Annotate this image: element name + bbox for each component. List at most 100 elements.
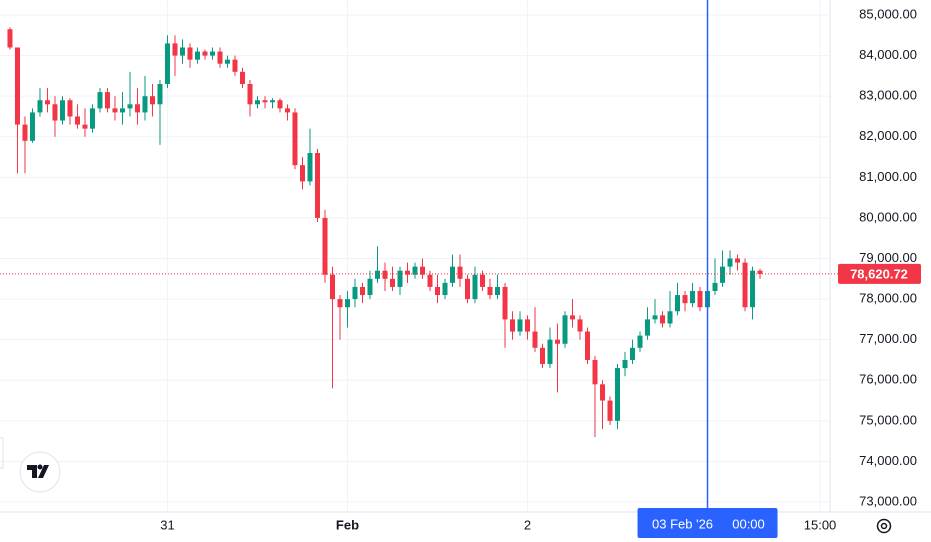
settings-icon[interactable] [876,518,892,534]
candle-body [307,152,313,182]
y-tick-label: 73,000.00 [859,493,917,508]
candle-body [239,71,245,85]
candle-body [359,286,365,296]
candle-body [404,270,410,275]
candle-body [412,266,418,275]
candle-body [52,104,58,121]
candle-body [570,315,576,320]
candle-body [382,270,388,279]
candle-body [622,359,628,369]
candle-body [630,347,636,360]
gear-center[interactable] [880,522,888,530]
candle-body [104,92,110,109]
panel-edge [0,437,4,469]
candle-body [592,359,598,385]
x-tick-label: 15:00 [804,517,837,532]
candle-body [562,315,568,344]
candle-body [720,266,726,283]
y-tick-label: 84,000.00 [859,47,917,62]
crosshair-time: 00:00 [732,516,765,531]
candle-body [727,258,733,267]
x-tick-label: Feb [336,517,359,532]
candle-body [164,43,170,85]
gear-ring[interactable] [876,518,892,534]
candle-body [374,270,380,279]
candle-body [495,286,501,296]
candle-body [344,299,350,308]
candle-body [757,270,763,274]
candle-body [217,51,223,64]
candle-body [615,368,621,421]
candle-body [517,319,523,332]
candle-body [134,104,140,113]
candle-body [600,384,606,401]
candle-body [194,51,200,60]
candle-body [712,282,718,291]
y-tick-label: 85,000.00 [859,6,917,21]
y-tick-label: 76,000.00 [859,372,917,387]
logo-dot[interactable] [37,464,43,470]
candle-body [435,286,441,296]
candle-body [427,274,433,287]
crosshair-label-box [637,508,778,538]
candle-body [465,278,471,300]
logo-mark[interactable] [27,465,49,478]
candle-body [675,295,681,312]
candle-body [149,96,155,105]
candle-body [645,319,651,336]
candle-body [389,278,395,287]
candle-body [487,286,493,296]
candle-body [367,278,373,296]
candle-body [502,286,508,320]
candle-body [119,108,125,113]
y-tick-label: 75,000.00 [859,412,917,427]
candle-body [14,47,20,125]
candle-body [750,270,756,308]
price-label: 78,620.72 [850,266,908,281]
candle-body [277,100,283,109]
candle-body [254,100,260,105]
candle-body [299,165,305,182]
candle-body [420,266,426,275]
candle-body [97,92,103,109]
candle-body [532,331,538,348]
candle-body [652,315,658,320]
candle-body [292,112,298,166]
candle-body [269,100,275,103]
candle-body [179,47,185,56]
candle-body [397,270,403,287]
y-tick-label: 82,000.00 [859,128,917,143]
y-tick-label: 81,000.00 [859,169,917,184]
candle-body [510,319,516,332]
candle-body [690,290,696,304]
candle-body [547,339,553,365]
candle-body [682,295,688,304]
candle-body [607,400,613,421]
overlay [0,0,838,508]
candle-body [480,274,486,287]
candle-body [82,124,88,129]
candle-body [742,262,748,308]
candle-body [29,112,35,141]
logo-circle[interactable] [19,451,61,493]
candle-body [540,347,546,365]
candle-body [127,104,133,109]
candle-body [187,47,193,60]
y-tick-label: 83,000.00 [859,88,917,103]
y-tick-label: 77,000.00 [859,331,917,346]
grid [0,0,830,512]
price-label-box [838,263,921,284]
candle-body [22,124,28,141]
candle-body [172,43,178,56]
candle-body [232,59,238,72]
tradingview-logo[interactable] [19,451,61,493]
candle-body [450,266,456,283]
crosshair-date: 03 Feb '26 [652,516,713,531]
candle-body [44,100,50,105]
candle-body [284,108,290,113]
candle-body [577,319,583,332]
candle-body [329,274,335,300]
y-tick-label: 78,000.00 [859,291,917,306]
